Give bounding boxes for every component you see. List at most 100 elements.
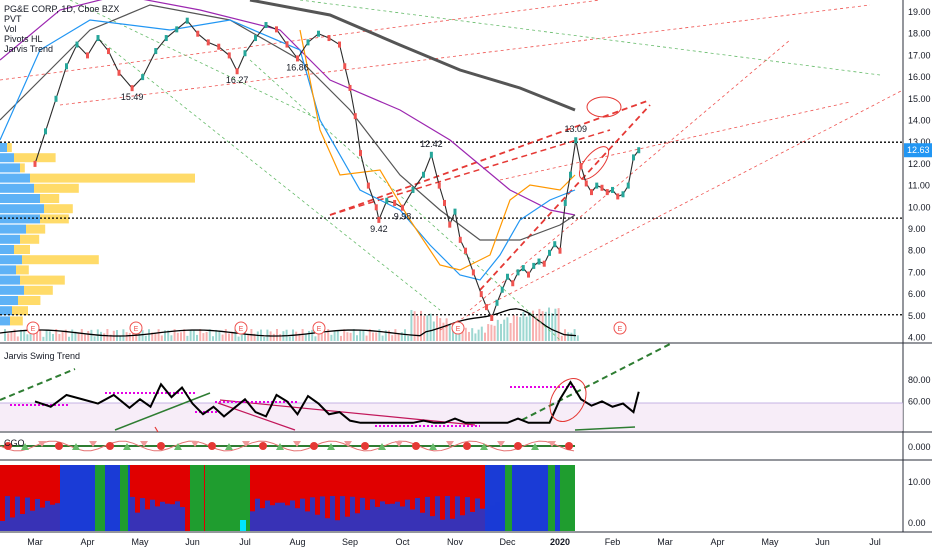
price-tick-label: 15.00 bbox=[908, 94, 931, 104]
swing-pane bbox=[0, 342, 903, 433]
indicator-jarvis-trend[interactable]: Jarvis Trend bbox=[4, 44, 54, 54]
candle bbox=[296, 55, 299, 62]
heatmap-cell bbox=[340, 496, 345, 531]
cgo-down-marker bbox=[548, 441, 556, 447]
volume-bar bbox=[84, 334, 86, 341]
volume-bar bbox=[199, 329, 202, 341]
volume-bar bbox=[410, 309, 413, 341]
heatmap-cell bbox=[490, 505, 495, 531]
volume-bar bbox=[122, 329, 125, 341]
candle bbox=[490, 314, 494, 321]
heatmap-cell bbox=[385, 504, 390, 531]
cgo-buy-marker bbox=[225, 443, 233, 450]
heatmap-cell bbox=[420, 512, 425, 531]
volume-profile-bar bbox=[0, 234, 20, 244]
time-tick-label: Dec bbox=[499, 537, 516, 547]
candle bbox=[511, 280, 515, 287]
candle bbox=[217, 43, 221, 50]
heatmap-band bbox=[548, 465, 555, 531]
volume-bar bbox=[487, 324, 490, 341]
candle bbox=[579, 163, 583, 170]
heatmap-cell bbox=[145, 509, 150, 531]
volume-bar bbox=[522, 311, 525, 341]
cgo-pane-title[interactable]: CGO bbox=[4, 438, 25, 448]
candle bbox=[141, 74, 145, 81]
volume-bar bbox=[279, 334, 282, 341]
candle bbox=[464, 247, 467, 254]
candle bbox=[429, 151, 433, 158]
candle bbox=[285, 41, 289, 48]
heatmap-cell bbox=[390, 503, 395, 531]
time-tick-label: Feb bbox=[605, 537, 621, 547]
candle bbox=[130, 85, 134, 92]
volume-bar bbox=[16, 336, 19, 341]
indicator-pivots[interactable]: Pivots HL bbox=[4, 34, 43, 44]
candle bbox=[65, 63, 68, 70]
volume-bar bbox=[7, 333, 10, 341]
volume-bar bbox=[480, 326, 483, 341]
volume-bar bbox=[404, 329, 406, 341]
candle bbox=[164, 35, 168, 42]
volume-profile-bar bbox=[0, 183, 34, 193]
heatmap-cell bbox=[300, 498, 305, 531]
volume-bar bbox=[416, 315, 419, 341]
volume-bar bbox=[173, 329, 176, 341]
volume-bar bbox=[541, 311, 544, 341]
heatmap-pane bbox=[0, 465, 575, 531]
candle bbox=[348, 84, 352, 91]
wedge-upper-line bbox=[329, 99, 651, 216]
candle bbox=[500, 286, 504, 293]
candle bbox=[506, 273, 509, 280]
candle bbox=[485, 304, 488, 311]
time-tick-label: Apr bbox=[710, 537, 724, 547]
volume-bar bbox=[64, 329, 67, 341]
volume-bar bbox=[327, 329, 330, 341]
volume-bar bbox=[372, 332, 374, 341]
time-tick-label: Apr bbox=[80, 537, 94, 547]
candle bbox=[616, 193, 620, 200]
candle bbox=[117, 69, 121, 76]
symbol-title[interactable]: PG&E CORP, 1D, Cboe BZX bbox=[4, 4, 120, 14]
time-tick-label: May bbox=[761, 537, 779, 547]
annotation-ellipse bbox=[578, 146, 610, 180]
volume-bar bbox=[356, 335, 358, 341]
candle bbox=[86, 52, 89, 59]
heatmap-cell bbox=[315, 514, 320, 531]
volume-bar bbox=[426, 315, 429, 341]
volume-profile-bar bbox=[0, 214, 40, 224]
swing-pane-title[interactable]: Jarvis Swing Trend bbox=[4, 351, 81, 361]
indicator-pvt[interactable]: PVT bbox=[4, 14, 22, 24]
volume-bar bbox=[144, 335, 147, 341]
candle bbox=[458, 236, 462, 243]
earnings-marker-label: E bbox=[239, 326, 244, 333]
volume-bar bbox=[154, 332, 157, 341]
candle bbox=[343, 63, 347, 70]
heatmap-cell bbox=[455, 496, 460, 531]
candle bbox=[590, 189, 593, 196]
earnings-marker bbox=[312, 321, 326, 335]
heatmap-cell bbox=[405, 499, 410, 531]
volume-ma-line bbox=[0, 308, 577, 337]
heatmap-cell bbox=[460, 515, 465, 531]
volume-bar bbox=[464, 327, 467, 341]
candle bbox=[443, 199, 446, 206]
volume-bar bbox=[119, 336, 122, 341]
volume-bar bbox=[445, 318, 448, 341]
volume-bar bbox=[240, 329, 243, 341]
volume-bar bbox=[58, 334, 61, 341]
volume-profile-bar bbox=[0, 153, 14, 163]
volume-profile-bar bbox=[18, 296, 41, 305]
volume-bar bbox=[458, 330, 461, 341]
volume-profile-bar bbox=[0, 163, 20, 173]
price-tick-label: 9.00 bbox=[908, 224, 926, 234]
volume-bar bbox=[304, 334, 307, 341]
pivot-label: 16.27 bbox=[226, 75, 249, 85]
resistance-line bbox=[329, 129, 611, 216]
trend-line-7 bbox=[439, 89, 904, 331]
heatmap-cell bbox=[20, 514, 25, 531]
heatmap-cell bbox=[130, 496, 135, 531]
indicator-vol[interactable]: Vol bbox=[4, 24, 17, 34]
volume-bar bbox=[570, 332, 573, 341]
main-legend: PG&E CORP, 1D, Cboe BZX PVT Vol Pivots H… bbox=[4, 4, 119, 54]
volume-bar bbox=[109, 334, 112, 341]
